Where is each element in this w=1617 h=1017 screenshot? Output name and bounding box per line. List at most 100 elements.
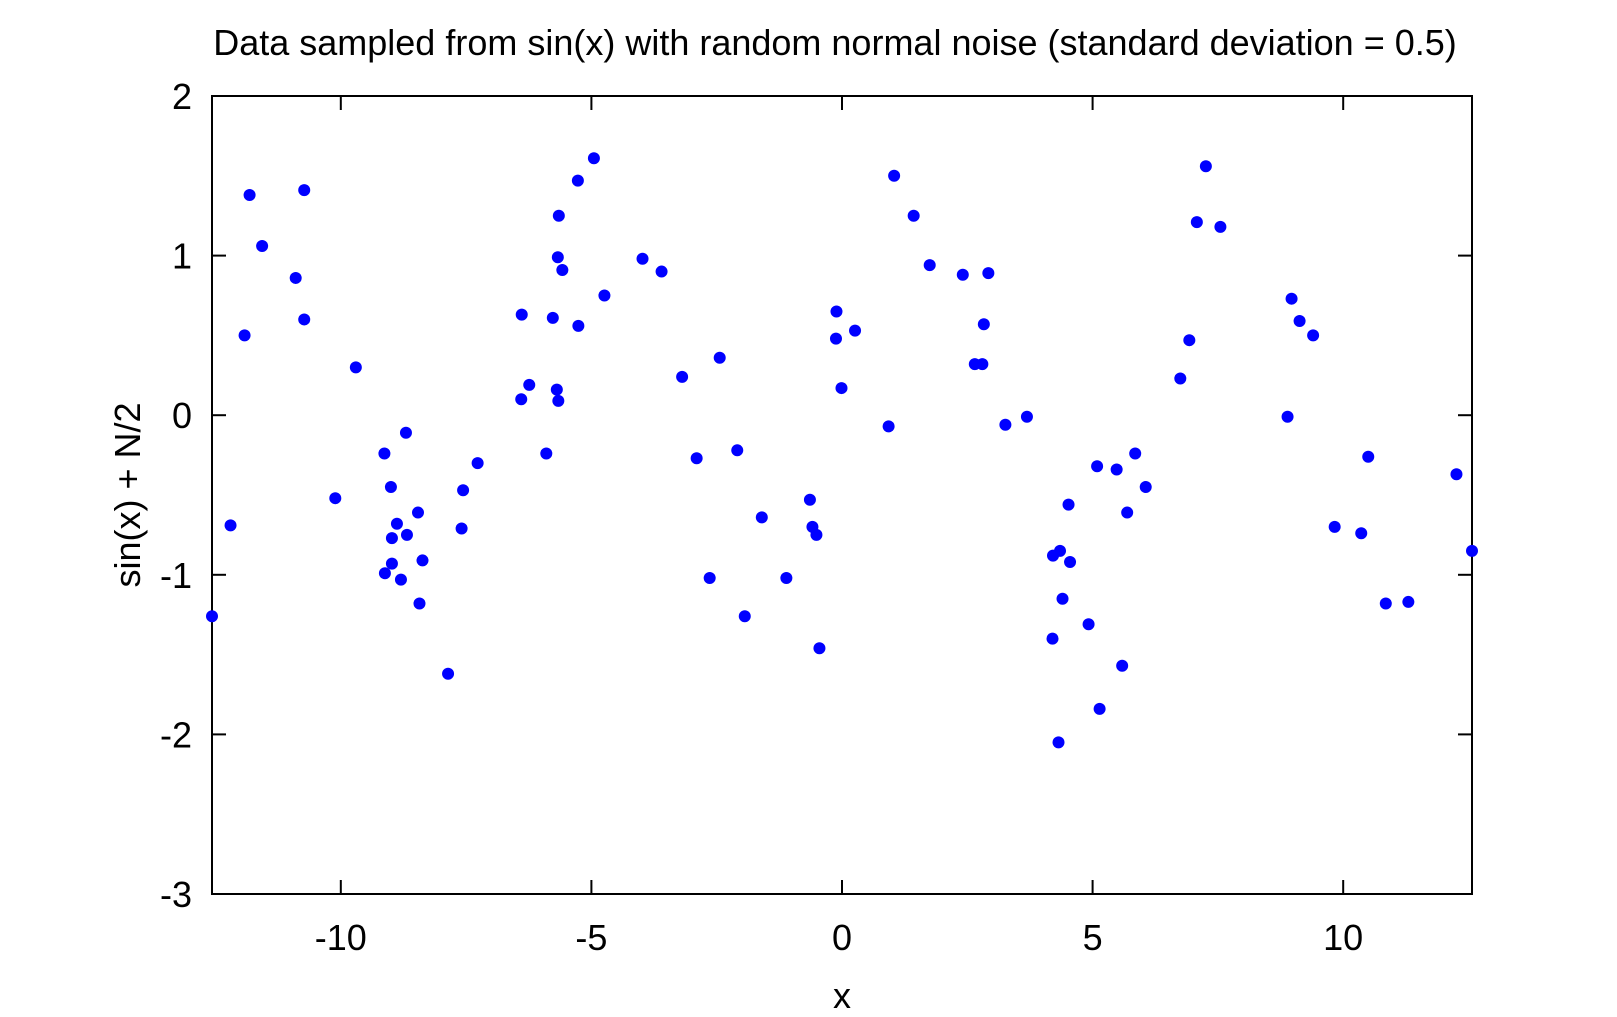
- data-point: [515, 393, 528, 406]
- data-point: [378, 447, 391, 460]
- data-point: [1293, 315, 1306, 328]
- data-point: [655, 265, 668, 278]
- data-point: [394, 573, 407, 586]
- y-tick-label: -1: [160, 555, 192, 596]
- data-point: [243, 188, 256, 201]
- y-tick-label: 0: [172, 395, 192, 436]
- data-point: [1174, 372, 1187, 385]
- data-point: [598, 289, 611, 302]
- data-point: [1062, 498, 1075, 511]
- data-point: [523, 378, 536, 391]
- data-point: [1054, 544, 1067, 557]
- data-point: [676, 370, 689, 383]
- data-point: [999, 418, 1012, 431]
- data-point: [385, 532, 398, 545]
- data-point: [556, 263, 569, 276]
- y-tick-label: 2: [172, 76, 192, 117]
- data-point: [515, 308, 528, 321]
- data-point: [1402, 595, 1415, 608]
- y-tick-label: 1: [172, 236, 192, 277]
- data-point: [803, 493, 816, 506]
- data-point: [1139, 481, 1152, 494]
- data-point: [551, 251, 564, 264]
- y-tick-label: -2: [160, 714, 192, 755]
- data-point: [738, 610, 751, 623]
- data-point: [636, 252, 649, 265]
- data-point: [835, 382, 848, 395]
- data-point: [1091, 460, 1104, 473]
- data-point: [349, 361, 362, 374]
- data-point: [1281, 410, 1294, 423]
- data-point: [1355, 527, 1368, 540]
- y-axis-label: sin(x) + N/2: [107, 402, 148, 587]
- data-point: [1199, 160, 1212, 173]
- data-point: [780, 571, 793, 584]
- data-point: [1110, 463, 1123, 476]
- data-point: [206, 610, 218, 623]
- data-point: [1466, 544, 1478, 557]
- data-point: [1328, 520, 1341, 533]
- y-tick-label: -3: [160, 874, 192, 915]
- data-point: [385, 557, 398, 570]
- data-point: [1214, 220, 1227, 233]
- x-axis-label: x: [833, 975, 851, 1016]
- data-point: [550, 383, 563, 396]
- data-point: [587, 152, 600, 165]
- data-point: [329, 492, 342, 505]
- data-point: [1064, 556, 1077, 569]
- data-point: [390, 517, 403, 530]
- data-point: [540, 447, 553, 460]
- data-point: [907, 209, 920, 222]
- data-point: [298, 313, 311, 326]
- data-point: [298, 184, 311, 197]
- data-point: [1450, 468, 1463, 481]
- x-axis: -10 -5 0 5 10: [315, 96, 1363, 958]
- data-point: [384, 481, 397, 494]
- data-point: [1307, 329, 1320, 342]
- chart-title: Data sampled from sin(x) with random nor…: [213, 22, 1457, 63]
- data-point: [1056, 592, 1069, 605]
- data-point: [923, 259, 936, 272]
- data-point: [1129, 447, 1142, 460]
- data-point: [572, 319, 585, 332]
- data-point: [571, 174, 584, 187]
- data-point: [882, 420, 895, 433]
- data-point: [457, 484, 470, 497]
- data-point: [411, 506, 424, 519]
- data-point: [378, 567, 391, 580]
- x-tick-label: 10: [1323, 917, 1363, 958]
- data-point: [755, 511, 768, 524]
- data-point: [1285, 292, 1298, 305]
- data-point: [690, 452, 703, 465]
- data-point: [1093, 702, 1106, 715]
- data-point: [830, 305, 843, 318]
- x-tick-label: -10: [315, 917, 367, 958]
- data-point: [982, 267, 995, 280]
- data-point: [956, 268, 969, 281]
- data-point: [416, 554, 429, 567]
- data-point: [731, 444, 744, 457]
- data-point: [1082, 618, 1095, 631]
- data-point: [1116, 659, 1129, 672]
- data-point: [289, 271, 302, 284]
- x-tick-label: 5: [1083, 917, 1103, 958]
- data-point: [442, 667, 455, 680]
- data-point: [256, 240, 269, 253]
- data-point: [1190, 216, 1203, 229]
- data-point: [1362, 450, 1375, 463]
- data-point: [224, 519, 237, 532]
- data-point: [546, 311, 559, 324]
- data-points: [206, 152, 1478, 749]
- data-point: [471, 457, 484, 470]
- data-point: [1052, 736, 1065, 749]
- data-point: [1046, 632, 1059, 645]
- data-point: [849, 324, 862, 337]
- data-point: [829, 332, 842, 345]
- x-tick-label: -5: [575, 917, 607, 958]
- data-point: [713, 351, 726, 364]
- data-point: [813, 642, 826, 655]
- plot-area: [211, 95, 1473, 895]
- x-tick-label: 0: [832, 917, 852, 958]
- data-point: [976, 358, 989, 371]
